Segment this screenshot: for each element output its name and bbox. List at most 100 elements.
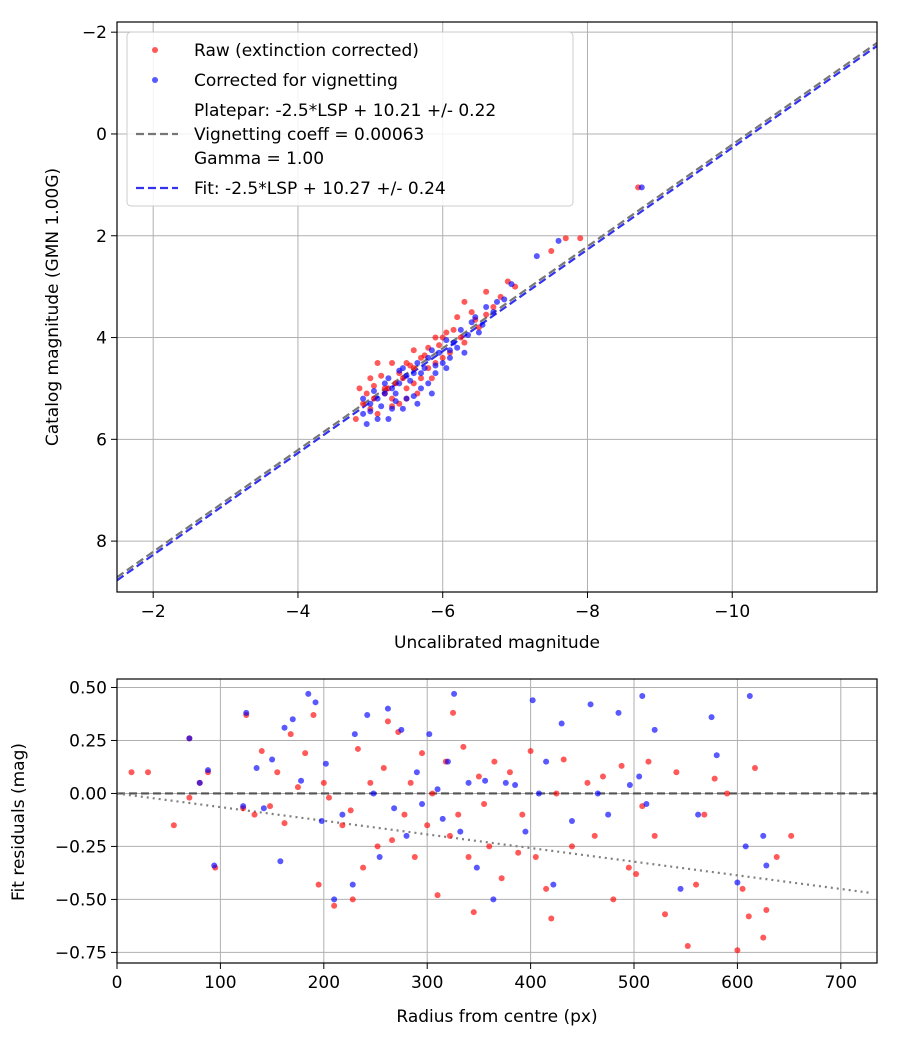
legend-platepar-label: Platepar: -2.5*LSP + 10.21 +/- 0.22 bbox=[194, 101, 496, 121]
bottom-point-raw bbox=[411, 854, 418, 861]
top-point-raw-extinction-corrected bbox=[370, 382, 377, 389]
bottom-point-raw bbox=[360, 864, 367, 871]
bottom-point-raw bbox=[384, 718, 391, 725]
bottom-point-corrected bbox=[677, 885, 684, 892]
bottom-point-raw bbox=[434, 892, 441, 899]
bottom-x-tick-label: 300 bbox=[411, 973, 443, 993]
top-point-raw-extinction-corrected bbox=[389, 359, 396, 366]
top-point-corrected-for-vignetting bbox=[392, 398, 399, 405]
bottom-point-corrected bbox=[502, 779, 509, 786]
top-point-raw-extinction-corrected bbox=[483, 311, 490, 318]
bottom-x-axis-label: Radius from centre (px) bbox=[396, 1007, 597, 1027]
bottom-point-corrected bbox=[364, 712, 371, 719]
bottom-point-raw bbox=[684, 943, 691, 950]
top-plot-frame bbox=[116, 21, 878, 593]
top-point-raw-extinction-corrected bbox=[363, 390, 370, 397]
top-point-raw-extinction-corrected bbox=[428, 375, 435, 382]
bottom-point-raw bbox=[367, 779, 374, 786]
top-point-corrected-for-vignetting bbox=[396, 380, 403, 387]
bottom-point-raw bbox=[267, 803, 274, 810]
bottom-point-corrected bbox=[522, 828, 529, 835]
top-point-corrected-for-vignetting bbox=[385, 415, 392, 422]
top-point-raw-extinction-corrected bbox=[367, 375, 374, 382]
bottom-point-raw bbox=[302, 750, 309, 757]
bottom-point-raw bbox=[294, 784, 301, 791]
top-point-raw-extinction-corrected bbox=[483, 288, 490, 295]
bottom-point-corrected bbox=[312, 699, 319, 706]
top-point-corrected-for-vignetting bbox=[381, 380, 388, 387]
bottom-point-raw bbox=[349, 896, 356, 903]
bottom-point-corrected bbox=[643, 801, 650, 808]
bottom-point-corrected bbox=[403, 832, 410, 839]
bottom-point-corrected bbox=[186, 735, 193, 742]
bottom-point-raw bbox=[584, 779, 591, 786]
bottom-point-raw bbox=[760, 934, 767, 941]
bottom-point-raw bbox=[465, 854, 472, 861]
bottom-point-raw bbox=[460, 743, 467, 750]
legend-box bbox=[126, 31, 574, 207]
bottom-point-corrected bbox=[413, 769, 420, 776]
bottom-point-corrected bbox=[277, 858, 284, 865]
bottom-point-raw bbox=[354, 745, 361, 752]
top-point-corrected-for-vignetting bbox=[443, 365, 450, 372]
bottom-point-corrected bbox=[419, 801, 426, 808]
bottom-point-raw bbox=[128, 769, 135, 776]
top-point-raw-extinction-corrected bbox=[356, 385, 363, 392]
bottom-point-raw bbox=[711, 775, 718, 782]
legend-corrected-marker bbox=[152, 77, 158, 83]
top-point-corrected-for-vignetting bbox=[363, 421, 370, 428]
top-point-corrected-for-vignetting bbox=[389, 385, 396, 392]
bottom-point-raw bbox=[310, 712, 317, 719]
bottom-point-corrected bbox=[639, 692, 646, 699]
bottom-point-raw bbox=[419, 750, 426, 757]
bottom-point-corrected bbox=[651, 726, 658, 733]
bottom-point-raw bbox=[331, 902, 338, 909]
calibration-chart: −2 −4 −6 −8 −10 −2 0 2 4 6 8 Uncalibrated magnitud… bbox=[43, 21, 878, 653]
bottom-point-corrected bbox=[636, 773, 643, 780]
bottom-point-raw bbox=[347, 807, 354, 814]
bottom-point-corrected bbox=[376, 854, 383, 861]
bottom-point-raw bbox=[515, 849, 522, 856]
bottom-point-raw bbox=[693, 881, 700, 888]
bottom-point-raw bbox=[591, 832, 598, 839]
top-point-corrected-for-vignetting bbox=[479, 321, 486, 328]
bottom-point-corrected bbox=[331, 896, 338, 903]
bottom-point-raw bbox=[543, 885, 550, 892]
bottom-point-corrected bbox=[760, 832, 767, 839]
top-point-corrected-for-vignetting bbox=[533, 253, 540, 260]
top-fit-lines bbox=[117, 41, 877, 582]
bottom-y-tick-label: 0.50 bbox=[69, 678, 107, 698]
bottom-x-tick-label: 600 bbox=[721, 973, 753, 993]
bottom-x-tick-label: 0 bbox=[112, 973, 123, 993]
bottom-point-raw bbox=[788, 832, 795, 839]
top-point-corrected-for-vignetting bbox=[443, 337, 450, 344]
top-point-corrected-for-vignetting bbox=[454, 344, 461, 351]
top-point-corrected-for-vignetting bbox=[374, 415, 381, 422]
bottom-point-raw bbox=[446, 832, 453, 839]
top-y-tick-label: 0 bbox=[96, 125, 107, 145]
bottom-point-corrected bbox=[543, 758, 550, 765]
top-point-corrected-for-vignetting bbox=[370, 387, 377, 394]
top-point-raw-extinction-corrected bbox=[439, 354, 446, 361]
top-point-raw-extinction-corrected bbox=[461, 339, 468, 346]
bottom-point-corrected bbox=[451, 690, 458, 697]
bottom-point-raw bbox=[625, 864, 632, 871]
top-point-corrected-for-vignetting bbox=[414, 359, 421, 366]
top-point-corrected-for-vignetting bbox=[555, 237, 562, 244]
top-point-corrected-for-vignetting bbox=[396, 367, 403, 374]
top-point-corrected-for-vignetting bbox=[418, 370, 424, 377]
bottom-point-raw bbox=[618, 762, 625, 769]
top-point-raw-extinction-corrected bbox=[454, 314, 461, 321]
bottom-point-corrected bbox=[587, 701, 594, 708]
top-point-raw-extinction-corrected bbox=[562, 235, 569, 242]
top-point-raw-extinction-corrected bbox=[450, 326, 457, 333]
top-y-axis-label: Catalog magnitude (GMN 1.00G) bbox=[43, 168, 63, 446]
bottom-point-raw bbox=[325, 794, 332, 801]
bottom-point-raw bbox=[258, 748, 265, 755]
top-point-corrected-for-vignetting bbox=[501, 296, 508, 303]
bottom-point-raw bbox=[455, 811, 462, 818]
top-point-raw-extinction-corrected bbox=[468, 309, 475, 316]
bottom-point-raw bbox=[481, 801, 488, 808]
bottom-point-raw bbox=[315, 881, 322, 888]
legend-corrected-label: Corrected for vignetting bbox=[194, 71, 398, 91]
